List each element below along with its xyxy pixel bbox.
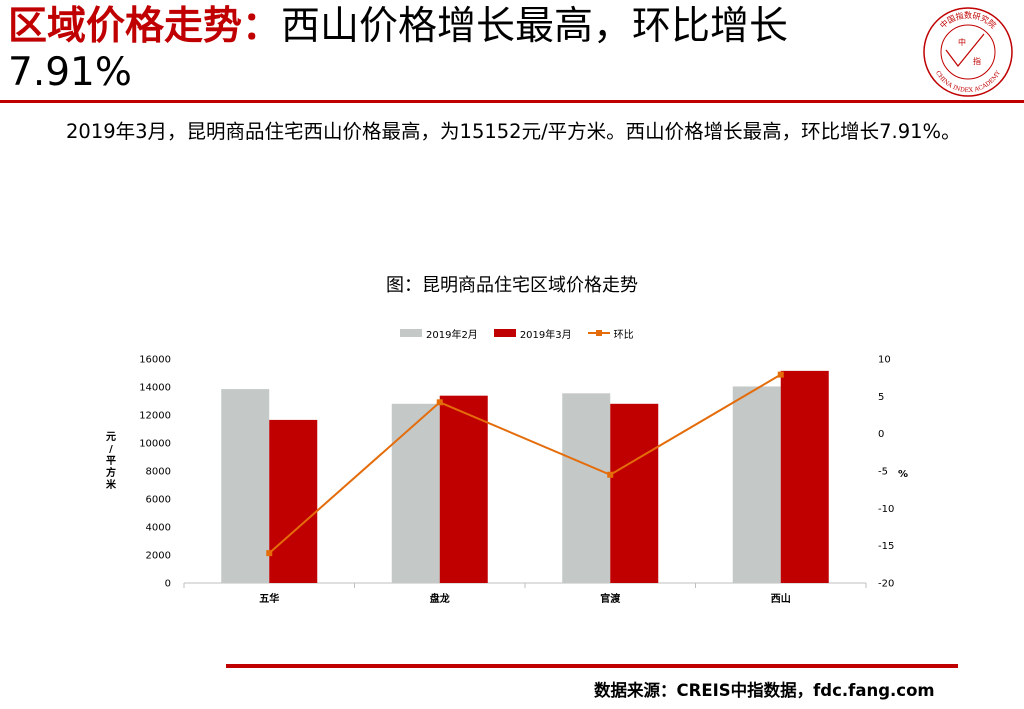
logo-center-text-1: 中	[958, 37, 966, 47]
mom-point	[777, 371, 784, 378]
title-highlight: 区域价格走势：	[8, 4, 282, 49]
chart-title: 图：昆明商品住宅区域价格走势	[386, 275, 638, 296]
y-axis-label-char: 平	[106, 455, 116, 467]
y2-tick-label: -10	[878, 504, 894, 515]
y-tick-label: 10000	[139, 439, 171, 450]
bar-feb	[221, 389, 270, 583]
legend-label-feb: 2019年2月	[426, 329, 478, 341]
x-tick-label: 西山	[771, 592, 791, 605]
y2-tick-label: -5	[878, 467, 888, 478]
y2-tick-label: 5	[878, 392, 884, 403]
title-divider	[0, 100, 1024, 103]
summary-text-content: 2019年3月，昆明商品住宅西山价格最高，为15152元/平方米。西山价格增长最…	[66, 120, 961, 143]
data-source: 数据来源：CREIS中指数据，fdc.fang.com	[594, 681, 935, 700]
legend-item-feb: 2019年2月	[400, 326, 478, 341]
mom-line	[268, 373, 782, 554]
bar-mar	[439, 395, 488, 583]
y-axis-label-char: 元	[106, 431, 116, 443]
y2-axis-label: %	[898, 469, 908, 480]
footer-divider	[226, 664, 958, 668]
bar-mar	[269, 419, 318, 583]
title-rest: 西山价格增长最高，环比增长7.91%	[8, 4, 789, 95]
y-tick-label: 12000	[139, 411, 171, 422]
bar-feb	[391, 403, 440, 583]
bar-mar	[610, 403, 659, 583]
y-tick-label: 6000	[146, 495, 171, 506]
china-index-academy-logo: 中国指数研究院 CHINA INDEX ACADEMY 中 指	[923, 7, 1013, 97]
y2-tick-label: -15	[878, 541, 894, 552]
y-tick-label: 8000	[146, 467, 171, 478]
legend-item-mom: 环比	[587, 326, 634, 341]
x-tick-label: 盘龙	[430, 592, 450, 605]
logo-center-text-2: 指	[973, 56, 981, 66]
y-axis-label-char: 米	[106, 478, 117, 491]
y-tick-label: 2000	[146, 551, 171, 562]
y2-tick-label: 10	[878, 355, 891, 366]
y-tick-label: 14000	[139, 383, 171, 394]
y-axis-label-char: 方	[106, 466, 116, 479]
x-tick-label: 官渡	[600, 592, 621, 605]
legend-swatch-mom	[587, 330, 610, 336]
mom-point	[266, 550, 273, 557]
y-axis-label-char: /	[109, 444, 113, 455]
legend-swatch-feb	[400, 329, 422, 337]
y2-tick-label: 0	[878, 429, 884, 440]
bar-feb	[562, 393, 611, 583]
summary-text: 2019年3月，昆明商品住宅西山价格最高，为15152元/平方米。西山价格增长最…	[38, 112, 998, 152]
y2-tick-label: -20	[878, 579, 894, 590]
logo-check-icon	[945, 33, 985, 67]
legend-label-mom: 环比	[613, 329, 634, 341]
y-tick-label: 4000	[146, 523, 171, 534]
bar-mar	[780, 370, 829, 583]
x-tick-label: 五华	[259, 592, 279, 605]
legend-item-mar: 2019年3月	[493, 326, 572, 341]
y-tick-label: 0	[165, 579, 171, 590]
chart-legend: 2019年2月 2019年3月 环比	[400, 324, 650, 342]
bar-feb	[732, 386, 781, 583]
legend-label-mar: 2019年3月	[519, 329, 572, 341]
mom-point	[436, 399, 443, 406]
mom-point	[607, 471, 614, 478]
y-tick-label: 16000	[139, 355, 171, 366]
legend-swatch-mar	[493, 329, 516, 337]
page-title: 区域价格走势：西山价格增长最高，环比增长7.91%	[8, 4, 908, 96]
